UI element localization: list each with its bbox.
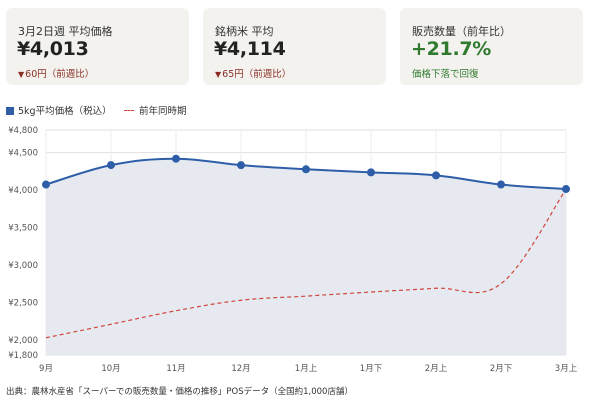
- price-point: [432, 171, 440, 180]
- x-tick-label: 1月下: [360, 364, 383, 374]
- x-tick-label: 3月上: [555, 364, 578, 374]
- price-line-chart: ¥1,800 ¥2,000 ¥2,500 ¥3,000 ¥3,500 ¥4,000 ¥4,5…: [8, 126, 578, 374]
- card-value: ¥4,013: [17, 38, 89, 60]
- price-point: [497, 180, 505, 189]
- card-label: 販売数量（前年比）: [412, 25, 511, 38]
- card-change: ▼65円（前週比）: [215, 69, 292, 80]
- x-tick-label: 2月下: [490, 364, 513, 374]
- price-point: [107, 161, 115, 170]
- y-tick-label: ¥3,000: [8, 261, 38, 271]
- square-swatch-icon: [6, 107, 14, 115]
- y-tick-label: ¥2,500: [8, 299, 38, 309]
- brand-rice-card: 銘柄米 平均 ¥4,114 ▼65円（前週比）: [203, 8, 386, 85]
- card-label: 3月2日週 平均価格: [18, 25, 113, 38]
- x-tick-label: 9月: [39, 364, 53, 374]
- down-triangle-icon: ▼: [215, 70, 222, 79]
- sales-volume-card: 販売数量（前年比） +21.7% 価格下落で回復: [400, 8, 583, 85]
- price-point: [237, 161, 245, 170]
- card-label: 銘柄米 平均: [215, 25, 274, 38]
- price-point: [172, 154, 180, 163]
- price-area-fill: [46, 158, 566, 355]
- x-tick-label: 10月: [101, 364, 120, 374]
- x-tick-label: 2月上: [425, 364, 448, 374]
- card-value: +21.7%: [411, 38, 492, 60]
- x-tick-label: 11月: [166, 364, 185, 374]
- dashed-line-icon: [124, 110, 134, 111]
- price-point: [367, 168, 375, 177]
- y-tick-label: ¥4,000: [8, 186, 38, 196]
- y-tick-label: ¥1,800: [8, 351, 38, 361]
- summary-cards: 3月2日週 平均価格 ¥4,013 ▼60円（前週比） 銘柄米 平均 ¥4,11…: [6, 8, 583, 86]
- legend-item-price: 5kg平均価格（税込）: [6, 103, 112, 117]
- avg-price-card: 3月2日週 平均価格 ¥4,013 ▼60円（前週比）: [6, 8, 189, 85]
- price-point: [42, 180, 50, 189]
- x-tick-label: 12月: [231, 364, 250, 374]
- y-tick-label: ¥4,500: [8, 149, 38, 159]
- card-value: ¥4,114: [214, 38, 286, 60]
- card-note: 価格下落で回復: [412, 69, 479, 80]
- y-tick-label: ¥3,500: [8, 224, 38, 234]
- legend-item-last-year: 前年同時期: [124, 103, 187, 117]
- y-tick-label: ¥2,000: [8, 336, 38, 346]
- y-tick-label: ¥4,800: [8, 126, 38, 136]
- x-tick-label: 1月上: [295, 364, 318, 374]
- price-point: [562, 185, 570, 194]
- card-change: ▼60円（前週比）: [18, 69, 95, 80]
- price-point: [302, 165, 310, 174]
- source-footnote: 出典：農林水産省「スーパーでの販売数量・価格の推移」POSデータ（全国約1,00…: [6, 387, 353, 397]
- down-triangle-icon: ▼: [18, 70, 25, 79]
